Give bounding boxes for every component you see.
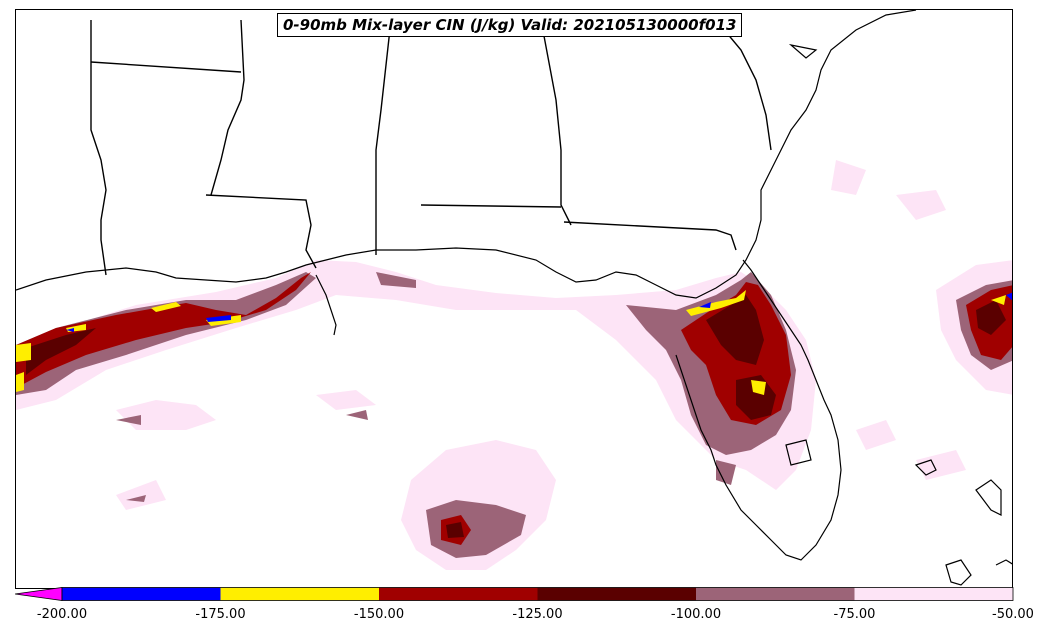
- colorbar-bin: [854, 587, 1013, 601]
- colorbar-tick-label: -50.00: [992, 607, 1034, 622]
- cin-shading-yellow: [16, 290, 1006, 395]
- colorbar-bin: [379, 587, 538, 601]
- colorbar: [15, 587, 1014, 601]
- coastlines: [16, 10, 1012, 586]
- colorbar-tick-label: -175.00: [195, 607, 246, 622]
- colorbar-tick-label: -100.00: [670, 607, 722, 622]
- cin-shading-light: [16, 160, 1012, 570]
- colorbar-tick-label: -200.00: [36, 607, 88, 622]
- colorbar-bin: [537, 587, 696, 601]
- cin-map: [16, 10, 1012, 586]
- colorbar-tick-label: -75.00: [833, 607, 876, 622]
- cin-shading-darkest: [26, 295, 1006, 538]
- map-panel: [15, 9, 1013, 589]
- colorbar-bin: [62, 587, 221, 601]
- colorbar-frame: [61, 587, 1014, 601]
- cin-shading-blue: [66, 292, 1012, 332]
- colorbar-tick-label: -150.00: [353, 607, 405, 622]
- map-title: 0-90mb Mix-layer CIN (J/kg) Valid: 20210…: [277, 13, 743, 37]
- colorbar-bin: [696, 587, 855, 601]
- state-boundaries: [90, 19, 772, 276]
- colorbar-extend-below: [15, 587, 63, 601]
- colorbar-bin: [220, 587, 379, 601]
- colorbar-tick-label: -125.00: [512, 607, 563, 622]
